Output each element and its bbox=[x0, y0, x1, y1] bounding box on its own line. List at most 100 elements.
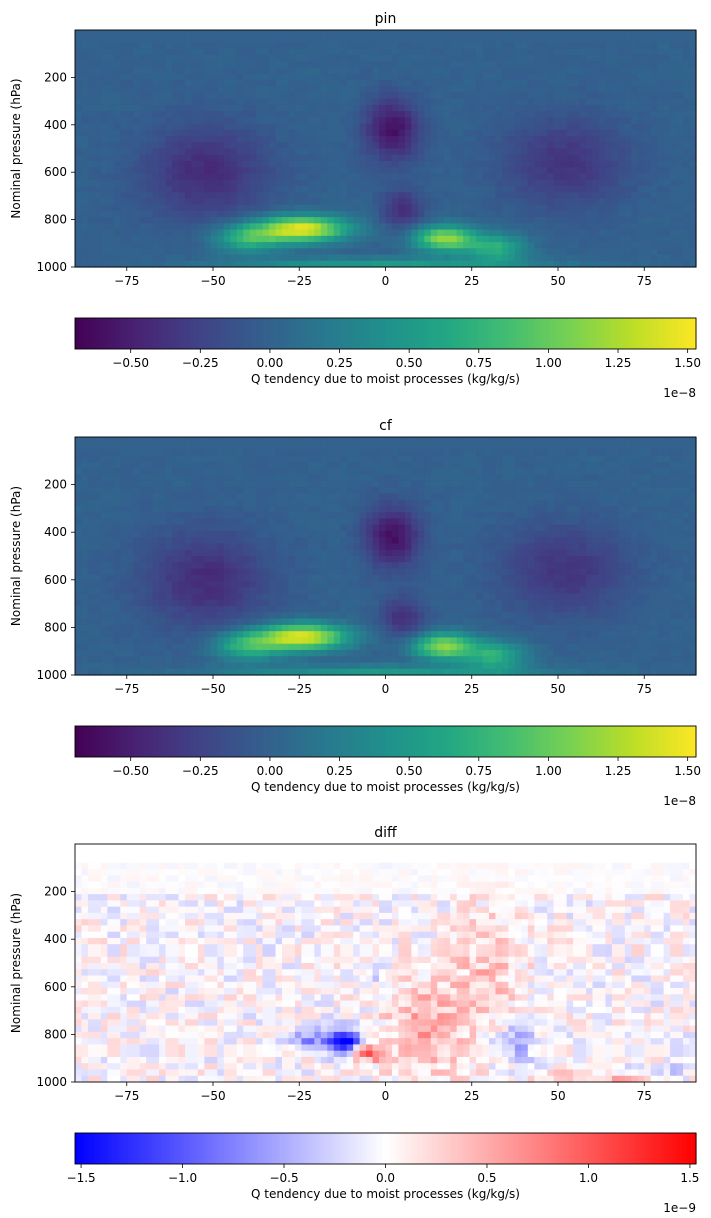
heatmap-cell bbox=[463, 54, 471, 62]
heatmap-cell bbox=[644, 260, 652, 268]
heatmap-cell bbox=[75, 160, 83, 168]
heatmap-cell bbox=[159, 160, 167, 168]
heatmap-cell bbox=[159, 649, 167, 657]
heatmap-cell bbox=[223, 260, 231, 268]
heatmap-cell bbox=[307, 117, 315, 125]
heatmap-cell bbox=[204, 530, 212, 538]
heatmap-cell bbox=[126, 254, 134, 262]
heatmap-cell bbox=[113, 599, 121, 607]
heatmap-cell bbox=[592, 235, 600, 243]
heatmap-cell bbox=[204, 160, 212, 168]
heatmap-cell bbox=[236, 530, 244, 538]
heatmap-cell bbox=[489, 136, 497, 143]
heatmap-cell bbox=[579, 154, 587, 162]
colorbar-segment bbox=[143, 318, 148, 349]
heatmap-cell bbox=[107, 48, 115, 56]
heatmap-cell bbox=[282, 142, 290, 150]
heatmap-cell bbox=[288, 129, 296, 137]
heatmap-cell bbox=[197, 54, 205, 62]
heatmap-cell bbox=[120, 668, 128, 676]
heatmap-cell bbox=[437, 148, 445, 156]
heatmap-cell bbox=[443, 67, 451, 75]
heatmap-cell bbox=[670, 104, 678, 112]
heatmap-cell bbox=[450, 123, 458, 131]
heatmap-cell bbox=[152, 129, 160, 137]
heatmap-cell bbox=[424, 204, 432, 212]
heatmap-cell bbox=[236, 217, 244, 224]
heatmap-cell bbox=[443, 192, 451, 199]
heatmap-cell bbox=[670, 48, 678, 56]
heatmap-cell bbox=[443, 148, 451, 156]
heatmap-cell bbox=[314, 148, 322, 156]
heatmap-cell bbox=[437, 92, 445, 100]
heatmap-cell bbox=[81, 36, 89, 44]
heatmap-cell bbox=[327, 48, 335, 56]
heatmap-cell bbox=[146, 443, 154, 451]
heatmap-cell bbox=[547, 235, 555, 243]
heatmap-cell bbox=[644, 104, 652, 112]
heatmap-cell bbox=[217, 223, 225, 231]
heatmap-cell bbox=[683, 242, 691, 249]
heatmap-cell bbox=[430, 48, 438, 56]
heatmap-cell bbox=[210, 142, 218, 150]
heatmap-cell bbox=[333, 111, 341, 118]
heatmap-cell bbox=[573, 229, 581, 237]
heatmap-cell bbox=[294, 254, 303, 262]
heatmap-cell bbox=[637, 92, 645, 100]
heatmap-cell bbox=[320, 86, 328, 93]
colorbar-segment bbox=[189, 318, 194, 349]
colorbar-segment bbox=[279, 318, 284, 349]
heatmap-cell bbox=[501, 223, 510, 231]
heatmap-cell bbox=[618, 160, 626, 168]
heatmap-cell bbox=[126, 649, 134, 657]
heatmap-cell bbox=[172, 480, 180, 488]
heatmap-cell bbox=[75, 198, 83, 206]
heatmap-cell bbox=[379, 142, 387, 150]
heatmap-cell bbox=[566, 198, 574, 206]
heatmap-cell bbox=[611, 73, 619, 81]
heatmap-cell bbox=[333, 192, 341, 199]
heatmap-cell bbox=[107, 537, 115, 545]
heatmap-cell bbox=[230, 42, 238, 50]
heatmap-cell bbox=[592, 98, 600, 106]
heatmap-cell bbox=[663, 79, 671, 87]
heatmap-cell bbox=[385, 154, 393, 162]
heatmap-cell bbox=[340, 36, 348, 44]
heatmap-cell bbox=[637, 136, 645, 143]
heatmap-cell bbox=[385, 48, 393, 56]
heatmap-cell bbox=[230, 92, 238, 100]
heatmap-cell bbox=[417, 173, 425, 181]
heatmap-cell bbox=[404, 210, 412, 218]
heatmap-cell bbox=[618, 235, 626, 243]
heatmap-cell bbox=[288, 48, 296, 56]
heatmap-cell bbox=[184, 499, 193, 507]
heatmap-cell bbox=[126, 185, 134, 193]
heatmap-cell bbox=[670, 73, 678, 81]
heatmap-cell bbox=[560, 154, 568, 162]
heatmap-cell bbox=[560, 30, 568, 37]
heatmap-cell bbox=[256, 581, 264, 588]
heatmap-cell bbox=[404, 104, 412, 112]
heatmap-cell bbox=[120, 568, 128, 576]
heatmap-cell bbox=[379, 204, 387, 212]
heatmap-cell bbox=[611, 117, 619, 125]
heatmap-cell bbox=[120, 499, 128, 507]
heatmap-cell bbox=[534, 123, 542, 131]
heatmap-cell bbox=[424, 104, 432, 112]
heatmap-cell bbox=[120, 631, 128, 639]
heatmap-cell bbox=[657, 223, 665, 231]
heatmap-cell bbox=[624, 61, 632, 69]
heatmap-cell bbox=[501, 160, 510, 168]
heatmap-cell bbox=[217, 581, 225, 588]
heatmap-cell bbox=[547, 248, 555, 256]
heatmap-cell bbox=[540, 223, 548, 231]
heatmap-cell bbox=[501, 117, 510, 125]
heatmap-cell bbox=[424, 148, 432, 156]
heatmap-cell bbox=[126, 235, 134, 243]
heatmap-cell bbox=[191, 104, 199, 112]
heatmap-cell bbox=[275, 154, 283, 162]
heatmap-cell bbox=[450, 104, 458, 112]
heatmap-cell bbox=[236, 499, 244, 507]
heatmap-cell bbox=[398, 136, 406, 143]
heatmap-cell bbox=[75, 235, 83, 243]
